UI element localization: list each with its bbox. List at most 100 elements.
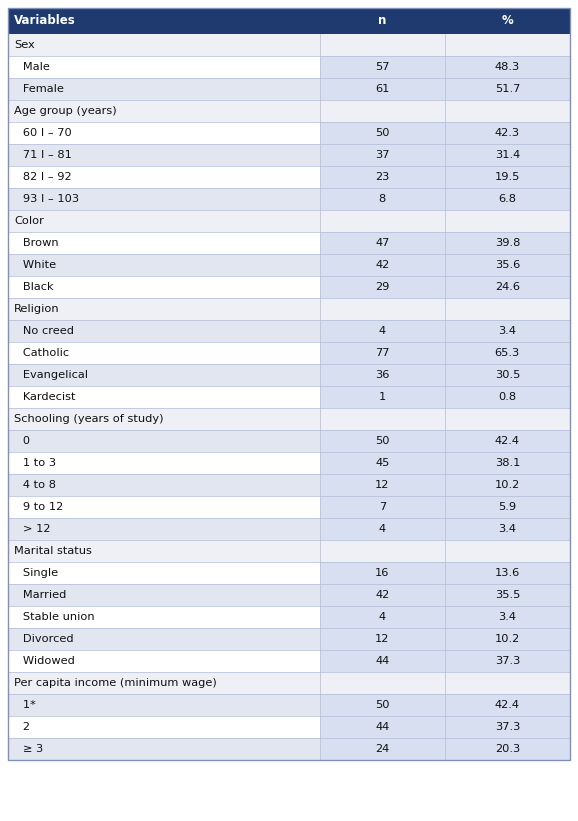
Text: 48.3: 48.3 [495,62,520,72]
Text: 12: 12 [375,634,390,644]
Bar [320,518,444,540]
Bar [444,716,570,738]
Bar [444,452,570,474]
Bar [320,628,444,650]
Text: 29: 29 [375,282,390,292]
Text: 50: 50 [375,700,390,710]
Bar [320,452,444,474]
Bar [8,78,320,100]
Bar [8,562,320,584]
Bar [8,100,570,122]
Text: Variables: Variables [14,15,76,27]
Text: Married: Married [12,590,66,600]
Text: 3.4: 3.4 [498,524,516,534]
Bar [444,496,570,518]
Bar [8,254,320,276]
Text: 93 I – 103: 93 I – 103 [12,194,79,204]
Bar [8,188,320,210]
Bar [444,78,570,100]
Text: 42.4: 42.4 [495,436,520,446]
Text: 2: 2 [12,722,30,732]
Text: 61: 61 [375,84,390,94]
Bar [444,694,570,716]
Bar [8,364,320,386]
Bar [320,78,444,100]
Text: 37.3: 37.3 [495,722,520,732]
Text: 3.4: 3.4 [498,612,516,622]
Text: 42.4: 42.4 [495,700,520,710]
Bar [320,364,444,386]
Text: 44: 44 [375,722,390,732]
Bar [8,606,320,628]
Text: Evangelical: Evangelical [12,370,88,380]
Bar [444,144,570,166]
Bar [8,474,320,496]
Text: 16: 16 [375,568,390,578]
Bar [320,56,444,78]
Bar [8,496,320,518]
Text: Brown: Brown [12,238,58,248]
Bar [320,122,444,144]
Text: Female: Female [12,84,64,94]
Bar [444,584,570,606]
Text: 5.9: 5.9 [498,502,516,512]
Bar [320,430,444,452]
Bar [320,232,444,254]
Bar [320,496,444,518]
Text: 38.1: 38.1 [495,458,520,468]
Text: 0.8: 0.8 [498,392,516,402]
Text: 1: 1 [379,392,386,402]
Text: 30.5: 30.5 [495,370,520,380]
Bar [320,342,444,364]
Text: 44: 44 [375,656,390,666]
Text: 39.8: 39.8 [495,238,520,248]
Text: Single: Single [12,568,58,578]
Bar [444,188,570,210]
Bar [8,628,320,650]
Text: White: White [12,260,56,270]
Bar [8,232,320,254]
Text: Color: Color [14,216,44,226]
Bar [444,166,570,188]
Text: 4: 4 [379,612,386,622]
Text: 19.5: 19.5 [495,172,520,182]
Text: No creed: No creed [12,326,74,336]
Text: 24: 24 [375,744,390,754]
Text: 36: 36 [375,370,390,380]
Text: 1*: 1* [12,700,36,710]
Text: 4 to 8: 4 to 8 [12,480,56,490]
Text: Divorced: Divorced [12,634,73,644]
Text: 8: 8 [379,194,386,204]
Text: > 12: > 12 [12,524,50,534]
Text: 13.6: 13.6 [495,568,520,578]
Text: 47: 47 [375,238,390,248]
Bar [320,386,444,408]
Bar [320,144,444,166]
Text: Age group (years): Age group (years) [14,106,117,116]
Text: Marital status: Marital status [14,546,92,556]
Bar [444,474,570,496]
Text: %: % [502,15,513,27]
Text: 60 I – 70: 60 I – 70 [12,128,72,138]
Bar [8,672,570,694]
Bar [8,342,320,364]
Text: 37.3: 37.3 [495,656,520,666]
Text: Religion: Religion [14,304,60,314]
Text: 1 to 3: 1 to 3 [12,458,56,468]
Text: 4: 4 [379,524,386,534]
Bar [444,606,570,628]
Bar [8,738,320,760]
Text: n: n [378,15,387,27]
Text: Schooling (years of study): Schooling (years of study) [14,414,164,424]
Bar [320,694,444,716]
Bar [320,474,444,496]
Bar [8,122,320,144]
Text: 42: 42 [375,590,390,600]
Text: 10.2: 10.2 [495,480,520,490]
Bar [8,276,320,298]
Bar [8,540,570,562]
Bar [8,650,320,672]
Bar [8,320,320,342]
Text: 77: 77 [375,348,390,358]
Text: 4: 4 [379,326,386,336]
